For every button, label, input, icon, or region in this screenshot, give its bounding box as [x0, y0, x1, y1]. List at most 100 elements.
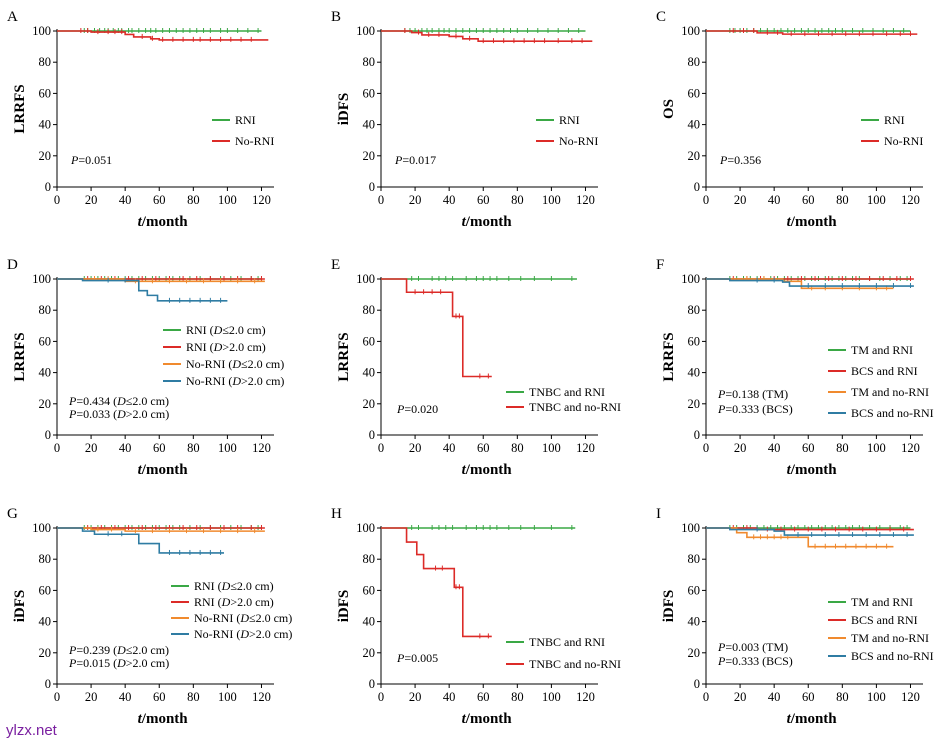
x-tick-label: 40 — [443, 193, 456, 207]
y-tick-label: 60 — [39, 86, 52, 100]
x-axis-label: t/month — [138, 711, 189, 727]
y-tick-label: 60 — [363, 334, 376, 348]
legend-label: No-RNI (D≤2.0 cm) — [194, 611, 292, 625]
x-tick-label: 20 — [85, 690, 98, 704]
x-tick-label: 0 — [378, 193, 384, 207]
x-tick-label: 40 — [119, 193, 132, 207]
x-axis-label: t/month — [462, 711, 513, 727]
x-tick-label: 100 — [867, 193, 886, 207]
legend-label: No-RNI (D>2.0 cm) — [186, 374, 284, 388]
y-tick-label: 20 — [363, 397, 376, 411]
legend-label: RNI — [884, 113, 905, 127]
y-tick-label: 80 — [363, 55, 376, 69]
legend-label: No-RNI (D≤2.0 cm) — [186, 357, 284, 371]
legend-label: BCS and no-RNI — [851, 649, 934, 663]
p-value: P=0.434 (D≤2.0 cm) — [68, 394, 169, 408]
x-tick-label: 100 — [867, 441, 886, 455]
legend-label: RNI — [559, 113, 580, 127]
x-axis-label: t/month — [138, 214, 189, 230]
km-curve-red — [381, 30, 593, 42]
y-tick-label: 80 — [363, 552, 376, 566]
y-tick-label: 40 — [363, 615, 376, 629]
p-value: P=0.017 — [394, 153, 436, 167]
x-axis-label: t/month — [462, 462, 513, 478]
x-tick-label: 60 — [802, 690, 815, 704]
legend-label: TNBC and no-RNI — [529, 657, 621, 671]
p-value: P=0.005 — [396, 651, 438, 665]
y-tick-label: 60 — [363, 583, 376, 597]
x-tick-label: 80 — [187, 193, 200, 207]
x-tick-label: 120 — [252, 690, 271, 704]
legend-label: RNI (D≤2.0 cm) — [186, 323, 266, 337]
x-tick-label: 0 — [703, 690, 709, 704]
y-tick-label: 60 — [363, 86, 376, 100]
x-tick-label: 100 — [542, 441, 561, 455]
y-tick-label: 0 — [369, 180, 375, 194]
y-tick-label: 40 — [39, 118, 52, 132]
legend-label: TM and no-RNI — [851, 385, 929, 399]
y-tick-label: 60 — [688, 583, 701, 597]
x-tick-label: 120 — [901, 193, 920, 207]
panel-d: D 0 20 40 60 80 100 120 0 20 40 60 80 100 LRRFS t/month… — [7, 257, 284, 478]
x-tick-label: 40 — [443, 690, 456, 704]
km-curve-red — [381, 278, 492, 378]
y-axis-label: LRRFS — [12, 332, 28, 381]
y-tick-label: 0 — [45, 677, 51, 691]
panel-a: A 0 20 40 60 80 100 120 0 20 40 60 80 100 LRRFS t/month… — [7, 9, 274, 230]
panel-letter: E — [331, 257, 340, 273]
y-tick-label: 100 — [681, 272, 700, 286]
p-value: P=0.333 (BCS) — [717, 402, 793, 416]
x-tick-label: 80 — [511, 690, 524, 704]
x-tick-label: 120 — [901, 441, 920, 455]
x-tick-label: 120 — [901, 690, 920, 704]
y-axis-label: LRRFS — [12, 84, 28, 133]
x-tick-label: 0 — [54, 441, 60, 455]
panel-e: E 0 20 40 60 80 100 120 0 20 40 60 80 100 LRRFS t/month… — [331, 257, 621, 478]
km-curve-blue — [706, 278, 914, 287]
panel-f: F 0 20 40 60 80 100 120 0 20 40 60 80 100 LRRFS t/month… — [656, 257, 934, 478]
p-value: P=0.356 — [719, 153, 761, 167]
x-tick-label: 60 — [477, 193, 490, 207]
y-tick-label: 40 — [688, 615, 701, 629]
y-tick-label: 0 — [694, 677, 700, 691]
y-tick-label: 80 — [39, 552, 52, 566]
y-tick-label: 80 — [688, 303, 701, 317]
legend-label: TNBC and RNI — [529, 385, 605, 399]
p-value: P=0.051 — [70, 153, 112, 167]
x-tick-label: 100 — [867, 690, 886, 704]
y-tick-label: 0 — [45, 428, 51, 442]
legend-label: TNBC and no-RNI — [529, 400, 621, 414]
x-tick-label: 100 — [218, 690, 237, 704]
y-tick-label: 40 — [363, 118, 376, 132]
legend-label: RNI (D>2.0 cm) — [194, 595, 274, 609]
x-tick-label: 40 — [768, 193, 781, 207]
x-tick-label: 20 — [85, 441, 98, 455]
x-tick-label: 100 — [218, 441, 237, 455]
x-tick-label: 60 — [477, 441, 490, 455]
x-tick-label: 80 — [836, 193, 849, 207]
legend-label: BCS and no-RNI — [851, 406, 934, 420]
y-axis-label: iDFS — [12, 590, 28, 623]
x-tick-label: 100 — [542, 193, 561, 207]
y-tick-label: 60 — [39, 583, 52, 597]
y-tick-label: 20 — [39, 149, 52, 163]
x-tick-label: 80 — [511, 193, 524, 207]
legend-label: No-RNI (D>2.0 cm) — [194, 627, 292, 641]
x-axis-label: t/month — [787, 462, 838, 478]
x-tick-label: 80 — [836, 441, 849, 455]
y-tick-label: 20 — [688, 646, 701, 660]
y-tick-label: 20 — [688, 149, 701, 163]
y-tick-label: 0 — [369, 677, 375, 691]
y-tick-label: 60 — [39, 334, 52, 348]
x-tick-label: 80 — [836, 690, 849, 704]
y-tick-label: 20 — [688, 397, 701, 411]
x-tick-label: 20 — [409, 690, 422, 704]
p-value: P=0.003 (TM) — [717, 640, 788, 654]
x-tick-label: 0 — [703, 441, 709, 455]
y-tick-label: 100 — [681, 24, 700, 38]
legend-label: TM and RNI — [851, 343, 913, 357]
legend-label: TNBC and RNI — [529, 635, 605, 649]
panel-letter: G — [7, 506, 18, 522]
x-tick-label: 120 — [576, 193, 595, 207]
y-tick-label: 80 — [688, 552, 701, 566]
